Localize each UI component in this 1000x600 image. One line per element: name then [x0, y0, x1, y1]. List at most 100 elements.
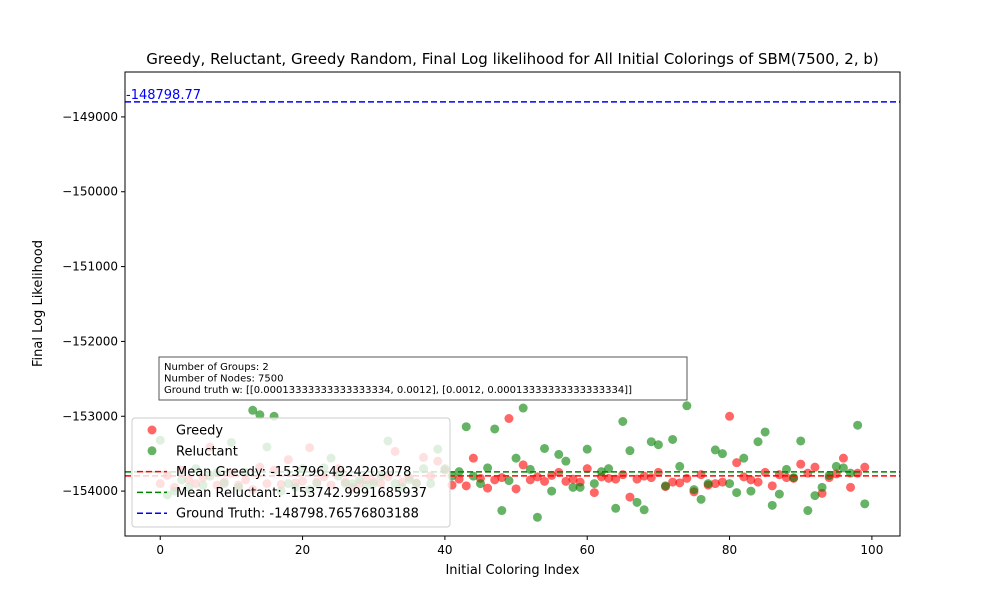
reluctant-point — [838, 463, 848, 473]
reluctant-point — [853, 420, 863, 430]
reluctant-point — [568, 482, 578, 492]
info-box-line: Number of Groups: 2 — [164, 362, 269, 373]
greedy-point — [525, 475, 535, 485]
reluctant-point — [831, 461, 841, 471]
y-tick-label: −154000 — [62, 484, 118, 498]
legend — [131, 417, 451, 528]
greedy-point — [846, 482, 856, 492]
reluctant-point — [540, 443, 550, 453]
greedy-point — [639, 471, 649, 481]
greedy-point — [625, 492, 635, 502]
greedy-point — [753, 477, 763, 487]
reluctant-point — [475, 479, 485, 489]
reluctant-point — [575, 482, 585, 492]
reluctant-point — [796, 436, 806, 446]
plot-frame — [124, 71, 901, 537]
reluctant-point — [767, 500, 777, 510]
reluctant-point — [860, 499, 870, 509]
legend-label: Reluctant — [176, 444, 238, 459]
reluctant-point — [554, 449, 564, 459]
greedy-point — [611, 474, 621, 484]
x-axis-label: Initial Coloring Index — [445, 563, 579, 578]
reluctant-point — [717, 449, 727, 459]
reluctant-point — [589, 479, 599, 489]
reluctant-point — [632, 497, 642, 507]
reluctant-point — [746, 486, 756, 496]
reluctant-point — [646, 437, 656, 447]
reluctant-point — [696, 494, 706, 504]
reluctant-point — [739, 453, 749, 463]
greedy-point — [454, 474, 464, 484]
reluctant-point — [547, 486, 557, 496]
greedy-point — [504, 414, 514, 424]
reluctant-point — [511, 453, 521, 463]
ground-truth-annotation: -148798.77 — [126, 88, 201, 103]
reluctant-point — [504, 476, 514, 486]
reluctant-point — [732, 488, 742, 498]
x-tick-label: 20 — [295, 543, 310, 557]
y-tick-label: −149000 — [62, 110, 118, 124]
y-tick-label: −153000 — [62, 409, 118, 423]
greedy-point — [540, 476, 550, 486]
greedy-point — [589, 488, 599, 498]
reluctant-point — [532, 512, 542, 522]
greedy-point — [568, 474, 578, 484]
reluctant-point — [248, 405, 258, 415]
x-tick-label: 60 — [580, 543, 595, 557]
reluctant-point — [468, 471, 478, 481]
greedy-point — [710, 479, 720, 489]
reluctant-point — [490, 424, 500, 434]
greedy-point — [468, 453, 478, 463]
greedy-point — [532, 472, 542, 482]
greedy-point — [767, 481, 777, 491]
reluctant-point — [661, 481, 671, 491]
greedy-point — [675, 478, 685, 488]
greedy-point — [746, 475, 756, 485]
x-tick-label: 0 — [156, 543, 164, 557]
reluctant-point — [639, 505, 649, 515]
greedy-point — [632, 474, 642, 484]
greedy-point — [483, 483, 493, 493]
greedy-point — [561, 476, 571, 486]
x-tick-label: 80 — [722, 543, 737, 557]
greedy-point — [461, 481, 471, 491]
reluctant-point — [774, 489, 784, 499]
reluctant-point — [582, 444, 592, 454]
y-tick-label: −151000 — [62, 260, 118, 274]
reluctant-point — [760, 427, 770, 437]
y-axis-label: Final Log Likelihood — [31, 240, 46, 367]
greedy-point — [796, 459, 806, 469]
legend-marker — [147, 446, 157, 456]
greedy-point — [582, 464, 592, 474]
reluctant-point — [689, 485, 699, 495]
reluctant-point — [596, 467, 606, 477]
reluctant-point — [668, 434, 678, 444]
greedy-point — [490, 475, 500, 485]
greedy-point — [717, 477, 727, 487]
greedy-point — [725, 411, 735, 421]
reluctant-point — [611, 503, 621, 513]
greedy-point — [810, 462, 820, 472]
x-tick-label: 40 — [437, 543, 452, 557]
legend-label: Ground Truth: -148798.76576803188 — [176, 507, 419, 522]
greedy-point — [739, 472, 749, 482]
reluctant-point — [675, 461, 685, 471]
reluctant-point — [618, 416, 628, 426]
reluctant-point — [518, 403, 528, 413]
greedy-point — [732, 458, 742, 468]
greedy-point — [668, 477, 678, 487]
reluctant-point — [753, 437, 763, 447]
reluctant-point — [810, 491, 820, 501]
reluctant-point — [604, 464, 614, 474]
greedy-point — [518, 460, 528, 470]
reluctant-point — [703, 479, 713, 489]
x-tick-label: 100 — [860, 543, 883, 557]
reluctant-point — [255, 410, 265, 420]
legend-label: Greedy — [176, 424, 223, 439]
reluctant-point — [725, 479, 735, 489]
greedy-point — [860, 462, 870, 472]
info-box — [158, 356, 688, 401]
reluctant-point — [710, 445, 720, 455]
greedy-point — [838, 453, 848, 463]
